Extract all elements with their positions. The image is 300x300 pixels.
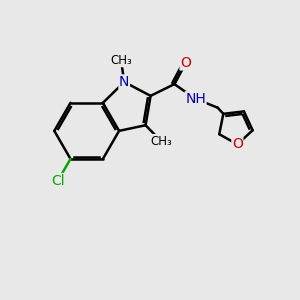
Text: NH: NH — [185, 92, 206, 106]
Text: O: O — [180, 56, 191, 70]
Text: Cl: Cl — [51, 174, 65, 188]
Text: O: O — [232, 137, 243, 152]
Text: CH₃: CH₃ — [110, 54, 132, 67]
Text: N: N — [119, 75, 129, 89]
Text: CH₃: CH₃ — [150, 134, 172, 148]
